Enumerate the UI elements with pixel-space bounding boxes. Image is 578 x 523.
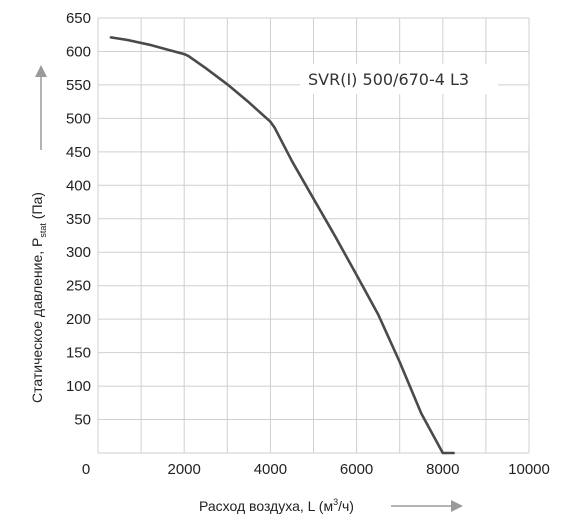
y-axis-label-sub: stat [38,223,48,238]
annotation-background [300,64,498,94]
x-tick-label: 10000 [508,461,550,478]
x-axis-label: Расход воздуха, L (м3/ч) [199,497,354,514]
y-tick-label: 100 [66,378,91,395]
model-label: SVR(I) 500/670-4 L3 [308,70,469,89]
y-tick-label: 450 [66,144,91,161]
y-tick-label: 250 [66,278,91,295]
x-axis-label-main: Расход воздуха, L (м [199,498,333,514]
x-tick-label: 4000 [254,461,287,478]
x-axis-label-sup: 3 [333,497,338,507]
y-tick-label: 600 [66,43,91,60]
y-tick-label: 350 [66,211,91,228]
x-tick-label: 0 [82,461,90,478]
y-tick-label: 650 [66,10,91,27]
x-tick-label: 6000 [340,461,373,478]
series-layer [109,36,455,455]
y-tick-label: 300 [66,244,91,261]
x-tick-label: 8000 [426,461,459,478]
y-tick-label: 150 [66,345,91,362]
y-tick-label: 550 [66,77,91,94]
series-line [109,36,455,455]
y-axis-label-main: Статическое давление, P [29,238,45,403]
x-tick-labels: 0 2000 4000 6000 8000 10000 [82,461,550,478]
grid [97,17,530,454]
y-tick-label: 50 [74,412,91,429]
y-axis-label: Статическое давление, Pstat (Па) [29,192,48,403]
y-tick-label: 400 [66,177,91,194]
x-tick-label: 2000 [168,461,201,478]
y-tick-label: 500 [66,110,91,127]
y-axis-label-tail: (Па) [29,192,45,223]
y-tick-labels: 50 100 150 200 250 300 350 400 450 500 550 600 650 [66,10,91,429]
y-tick-label: 200 [66,311,91,328]
x-axis-label-tail: /ч) [338,498,354,514]
